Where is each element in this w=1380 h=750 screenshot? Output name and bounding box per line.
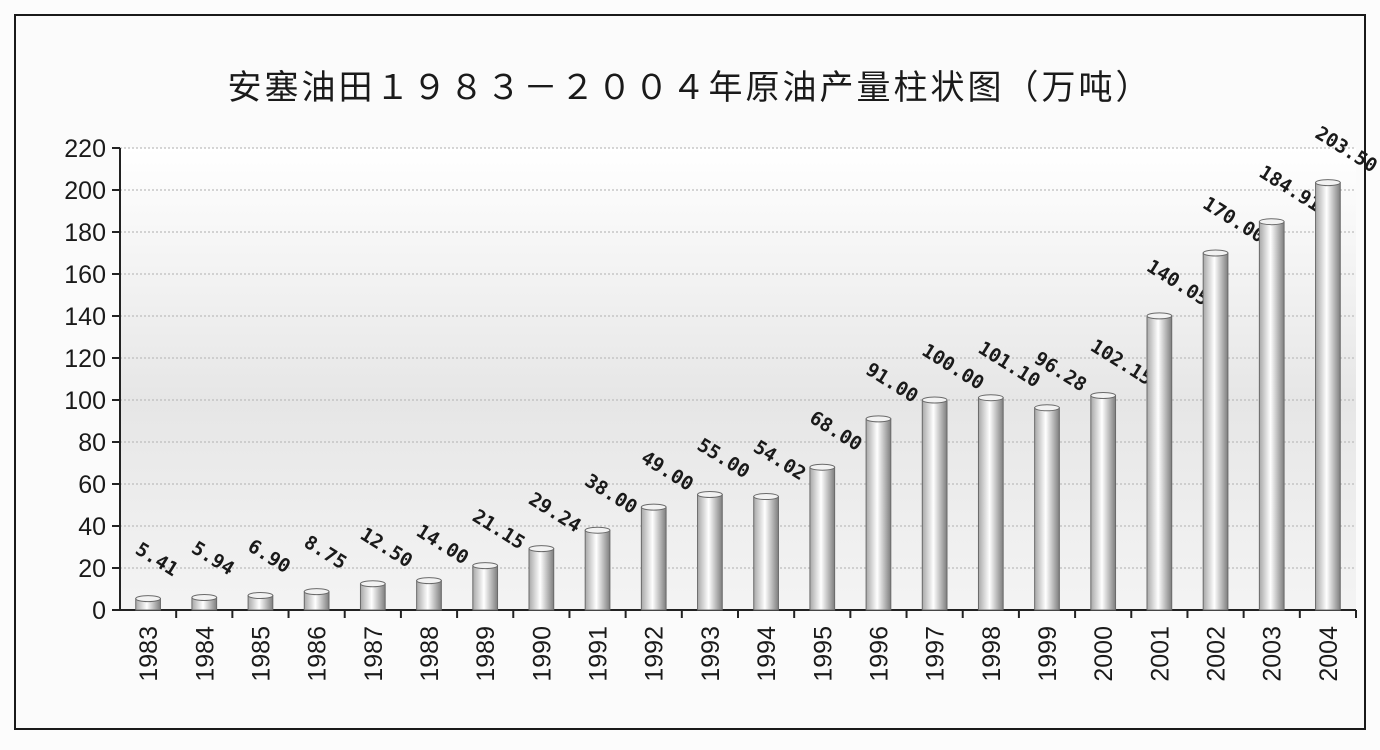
bar-top [584,526,611,534]
x-tick-label: 1996 [865,626,893,682]
bar [1202,252,1229,611]
x-tick-label: 2004 [1315,626,1343,682]
x-tick-label: 2000 [1090,626,1118,682]
x-tick-label: 1994 [753,626,781,682]
bar [584,529,611,611]
bar-top [921,396,948,404]
y-tick-label: 140 [64,303,106,331]
x-tick-label: 1992 [641,626,669,682]
x-tick-label: 1998 [978,626,1006,682]
bar-top [1146,312,1173,320]
x-tick-label: 1984 [191,626,219,682]
y-tick-label: 100 [64,387,106,415]
bar [472,565,499,611]
bar-top [977,394,1004,402]
bar [528,548,555,611]
chart-title: 安塞油田１９８３－２００４年原油产量柱状图（万吨） [227,68,1153,108]
y-tick-label: 160 [64,261,106,289]
y-tick-label: 180 [64,219,106,247]
bar [865,418,892,611]
y-tick-label: 220 [64,135,106,163]
bar-top [1202,249,1229,257]
bar-top [135,595,161,603]
x-tick-label: 1995 [809,626,837,682]
bar-top [1315,179,1341,187]
y-tick-label: 60 [78,471,106,499]
x-tick-label: 1985 [247,626,275,682]
x-tick-label: 1987 [360,626,388,682]
bar [359,583,386,611]
bar-top [1034,404,1060,412]
x-tick-label: 1988 [416,626,444,682]
bar [921,399,948,611]
bar-top [753,493,779,501]
y-tick-label: 20 [78,555,106,583]
x-tick-label: 1986 [304,626,332,682]
y-tick-label: 200 [64,177,106,205]
y-tick-label: 0 [92,597,106,625]
bar-top [528,545,555,553]
bar [1146,315,1173,611]
x-tick-label: 1999 [1034,626,1062,682]
bar-top [1090,391,1117,399]
x-tick-label: 1983 [135,626,163,682]
x-tick-label: 1989 [472,626,500,682]
y-tick-label: 40 [78,513,106,541]
x-tick-label: 1993 [697,626,725,682]
x-tick-label: 2002 [1203,626,1231,682]
bar [1315,182,1341,611]
bar-top [416,577,442,585]
bar [416,580,442,611]
bar-top [359,580,386,588]
bar-top [303,588,330,596]
x-tick-label: 1997 [922,626,950,682]
bar [1034,407,1060,611]
bar-top [191,594,218,602]
x-tick-label: 2001 [1146,626,1174,682]
bar [809,466,836,611]
bar [977,397,1004,611]
bar [697,494,723,611]
x-tick-label: 1990 [528,626,556,682]
bar-top [865,415,892,423]
bar-top [472,562,499,570]
bar [1258,221,1285,611]
bar-top [809,463,836,471]
y-tick-label: 80 [78,429,106,457]
bar [753,496,779,611]
bar-top [247,592,274,600]
x-tick-label: 2003 [1259,626,1287,682]
bar-top [640,503,667,511]
bar [640,506,667,611]
x-tick-label: 1991 [585,626,613,682]
bar [1090,394,1117,611]
y-tick-label: 120 [64,345,106,373]
bar-top [697,491,723,498]
bar-top [1258,218,1285,226]
